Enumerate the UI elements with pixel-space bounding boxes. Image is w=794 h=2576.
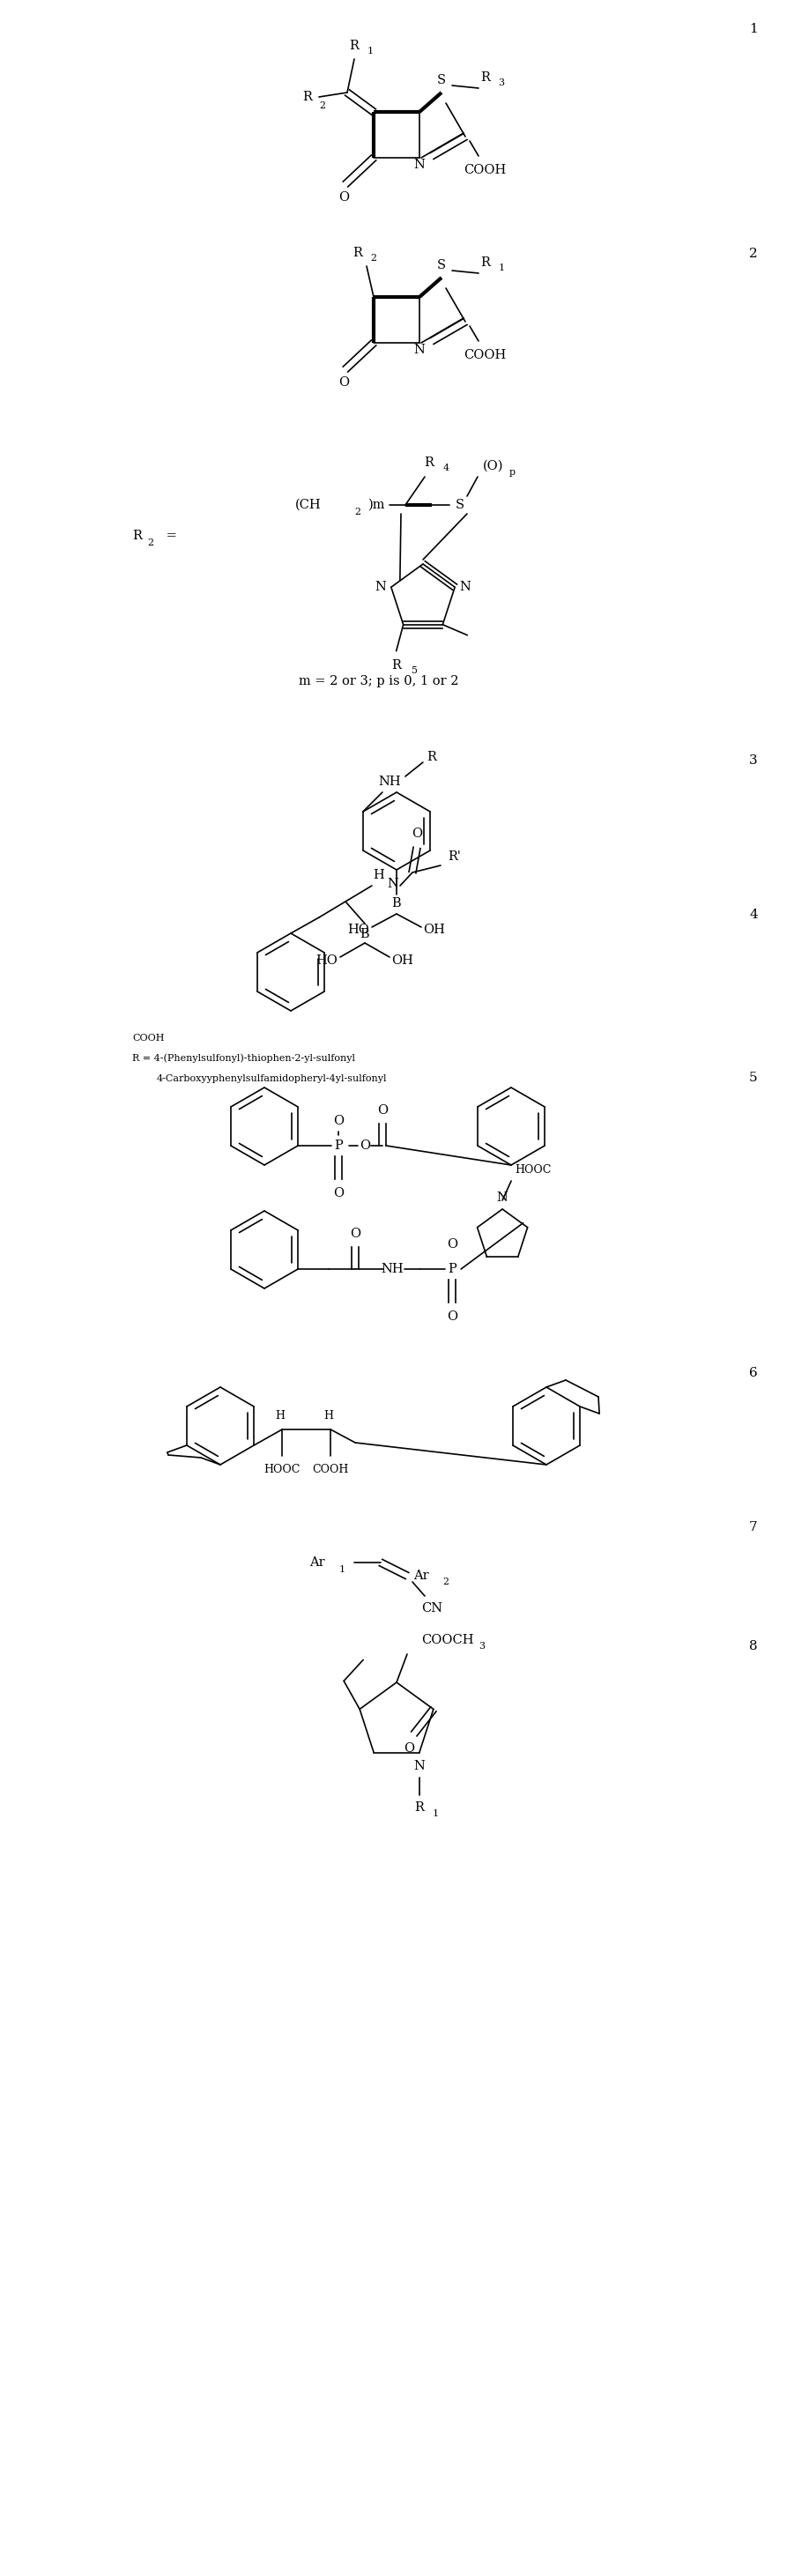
Text: 5: 5 (750, 1072, 757, 1084)
Text: H: H (324, 1409, 333, 1422)
Text: R': R' (448, 850, 461, 863)
Text: COOH: COOH (312, 1463, 349, 1476)
Text: O: O (350, 1229, 360, 1239)
Text: 1: 1 (367, 46, 373, 57)
Text: R: R (427, 750, 437, 762)
Text: 1: 1 (339, 1566, 345, 1574)
Text: O: O (360, 1139, 370, 1151)
Text: B: B (392, 896, 401, 909)
Text: N: N (460, 582, 471, 592)
Text: S: S (456, 500, 464, 510)
Text: 2: 2 (443, 1577, 449, 1587)
Text: P: P (448, 1262, 457, 1275)
Text: 2: 2 (371, 255, 376, 263)
Text: CN: CN (421, 1602, 442, 1615)
Text: 3: 3 (479, 1641, 485, 1651)
Text: N: N (414, 160, 425, 170)
Text: 2: 2 (354, 507, 360, 515)
Text: Ar: Ar (310, 1556, 325, 1569)
Text: R: R (481, 72, 491, 85)
Text: OH: OH (391, 956, 414, 966)
Text: HO: HO (348, 925, 370, 935)
Text: O: O (333, 1115, 344, 1128)
Text: N: N (414, 343, 425, 355)
Text: NH: NH (381, 1262, 403, 1275)
Text: 2: 2 (319, 100, 326, 111)
Text: 8: 8 (750, 1641, 757, 1651)
Text: R: R (303, 90, 312, 103)
Text: O: O (338, 191, 349, 204)
Text: COOCH: COOCH (422, 1633, 474, 1646)
Text: R = 4-(Phenylsulfonyl)-thiophen-2-yl-sulfonyl: R = 4-(Phenylsulfonyl)-thiophen-2-yl-sul… (132, 1054, 355, 1064)
Text: B: B (360, 927, 369, 940)
Text: R: R (481, 258, 491, 268)
Text: HOOC: HOOC (515, 1164, 552, 1175)
Text: Ar: Ar (414, 1569, 429, 1582)
Text: 1: 1 (750, 23, 757, 36)
Text: H: H (276, 1409, 285, 1422)
Text: 3: 3 (499, 77, 504, 88)
Text: 4: 4 (750, 909, 757, 922)
Text: O: O (403, 1741, 414, 1754)
Text: O: O (447, 1311, 457, 1324)
Text: COOH: COOH (132, 1033, 164, 1043)
Text: NH: NH (378, 775, 401, 788)
Text: 4-Carboxyyphenylsulfamidopheryl-4yl-sulfonyl: 4-Carboxyyphenylsulfamidopheryl-4yl-sulf… (157, 1074, 387, 1082)
Text: R: R (414, 1801, 424, 1814)
Text: O: O (338, 376, 349, 389)
Text: (CH: (CH (295, 500, 322, 510)
Text: 6: 6 (750, 1368, 757, 1378)
Text: 1: 1 (432, 1808, 438, 1819)
Text: COOH: COOH (464, 348, 506, 361)
Text: m = 2 or 3; p is 0, 1 or 2: m = 2 or 3; p is 0, 1 or 2 (299, 675, 459, 688)
Text: p: p (510, 469, 515, 477)
Text: N: N (387, 878, 399, 891)
Text: COOH: COOH (464, 165, 506, 175)
Text: S: S (437, 260, 446, 270)
Text: 4: 4 (443, 464, 449, 471)
Text: O: O (377, 1105, 388, 1115)
Text: R: R (349, 39, 359, 52)
Text: 1: 1 (499, 263, 504, 273)
Text: )m: )m (368, 500, 386, 510)
Text: S: S (437, 75, 446, 88)
Text: R: R (132, 531, 142, 541)
Text: P: P (334, 1139, 343, 1151)
Text: O: O (411, 827, 422, 840)
Text: O: O (333, 1188, 344, 1200)
Text: 7: 7 (750, 1520, 757, 1533)
Text: HOOC: HOOC (264, 1463, 300, 1476)
Text: H: H (373, 868, 384, 881)
Text: 3: 3 (750, 755, 757, 768)
Text: N: N (414, 1759, 425, 1772)
Text: HO: HO (316, 956, 338, 966)
Text: 2: 2 (147, 538, 153, 546)
Text: N: N (375, 582, 386, 592)
Text: 5: 5 (410, 667, 417, 675)
Text: R: R (353, 247, 362, 260)
Text: O: O (447, 1239, 457, 1249)
Text: (O): (O) (483, 461, 503, 471)
Text: N: N (497, 1193, 508, 1203)
Text: R: R (424, 456, 434, 469)
Text: OH: OH (423, 925, 445, 935)
Text: =: = (162, 531, 177, 541)
Text: R: R (391, 659, 401, 672)
Text: 2: 2 (750, 247, 757, 260)
